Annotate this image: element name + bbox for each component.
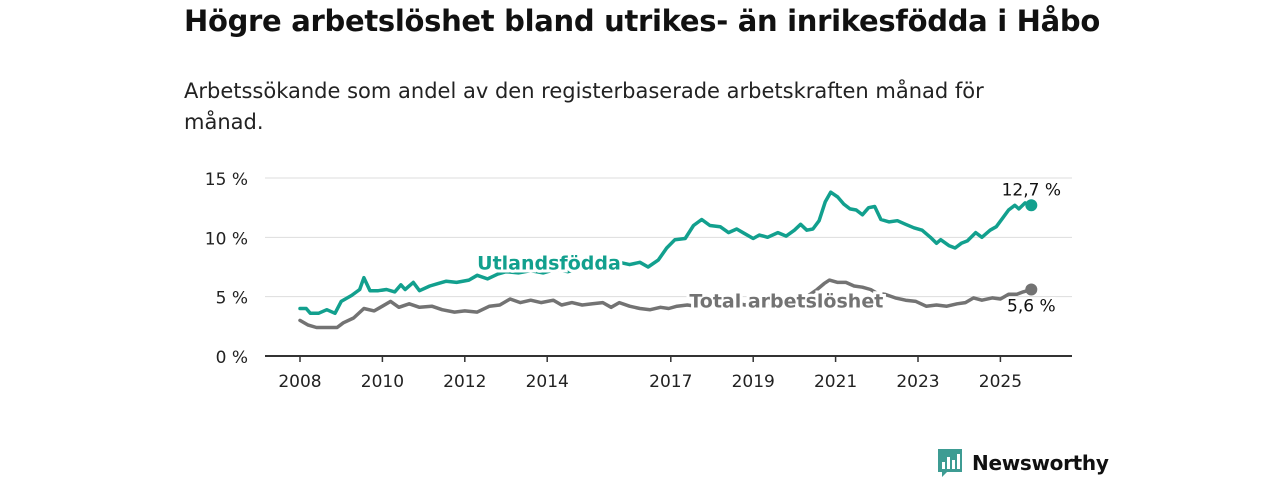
series-name-label-1: Total arbetslöshet: [689, 290, 883, 312]
series-lines: [298, 190, 1038, 330]
x-tick-label: 2012: [443, 372, 486, 392]
y-tick-label: 15 %: [205, 170, 248, 190]
newsworthy-logo-icon: [938, 449, 962, 477]
x-tick-label: 2010: [361, 372, 404, 392]
x-tick-label: 2025: [979, 372, 1022, 392]
series-line-0: [298, 190, 1034, 316]
series-end-label-0: 12,7 %: [1002, 180, 1061, 200]
y-tick-label: 5 %: [216, 289, 248, 309]
x-tick-label: 2014: [526, 372, 569, 392]
x-tick-label: 2008: [278, 372, 321, 392]
x-tick-label: 2017: [649, 372, 692, 392]
y-axis-tick-labels: 0 % 5 % 10 % 15 %: [205, 170, 248, 368]
x-tick-label: 2021: [814, 372, 857, 392]
series-name-label-0: Utlandsfödda: [477, 252, 621, 274]
series-end-point-1: [1025, 283, 1038, 296]
series-line-1: [298, 278, 1034, 330]
chart-title: Högre arbetslöshet bland utrikes- än inr…: [184, 4, 1100, 38]
chart-subtitle: Arbetssökande som andel av den registerb…: [184, 79, 984, 134]
y-tick-label: 0 %: [216, 348, 248, 368]
grid-lines: [265, 177, 1072, 298]
y-tick-label: 10 %: [205, 229, 248, 249]
series-labels: 12,7 % 5,6 % Utlandsfödda Total arbetslöshe…: [474, 178, 1063, 318]
x-tick-label: 2023: [896, 372, 939, 392]
logo-text: Newsworthy: [972, 451, 1109, 475]
series-end-label-1: 5,6 %: [1007, 297, 1056, 317]
newsworthy-logo: Newsworthy: [937, 448, 1109, 478]
x-tick-label: 2019: [732, 372, 775, 392]
line-chart: 0 %5 %10 %15 % 2008 2010 2012 2014 2017 2019 2…: [205, 170, 1072, 392]
x-axis: 2008 2010 2012 2014 2017 2019 2021 2023 2025: [265, 355, 1072, 392]
series-end-point-0: [1025, 199, 1038, 212]
